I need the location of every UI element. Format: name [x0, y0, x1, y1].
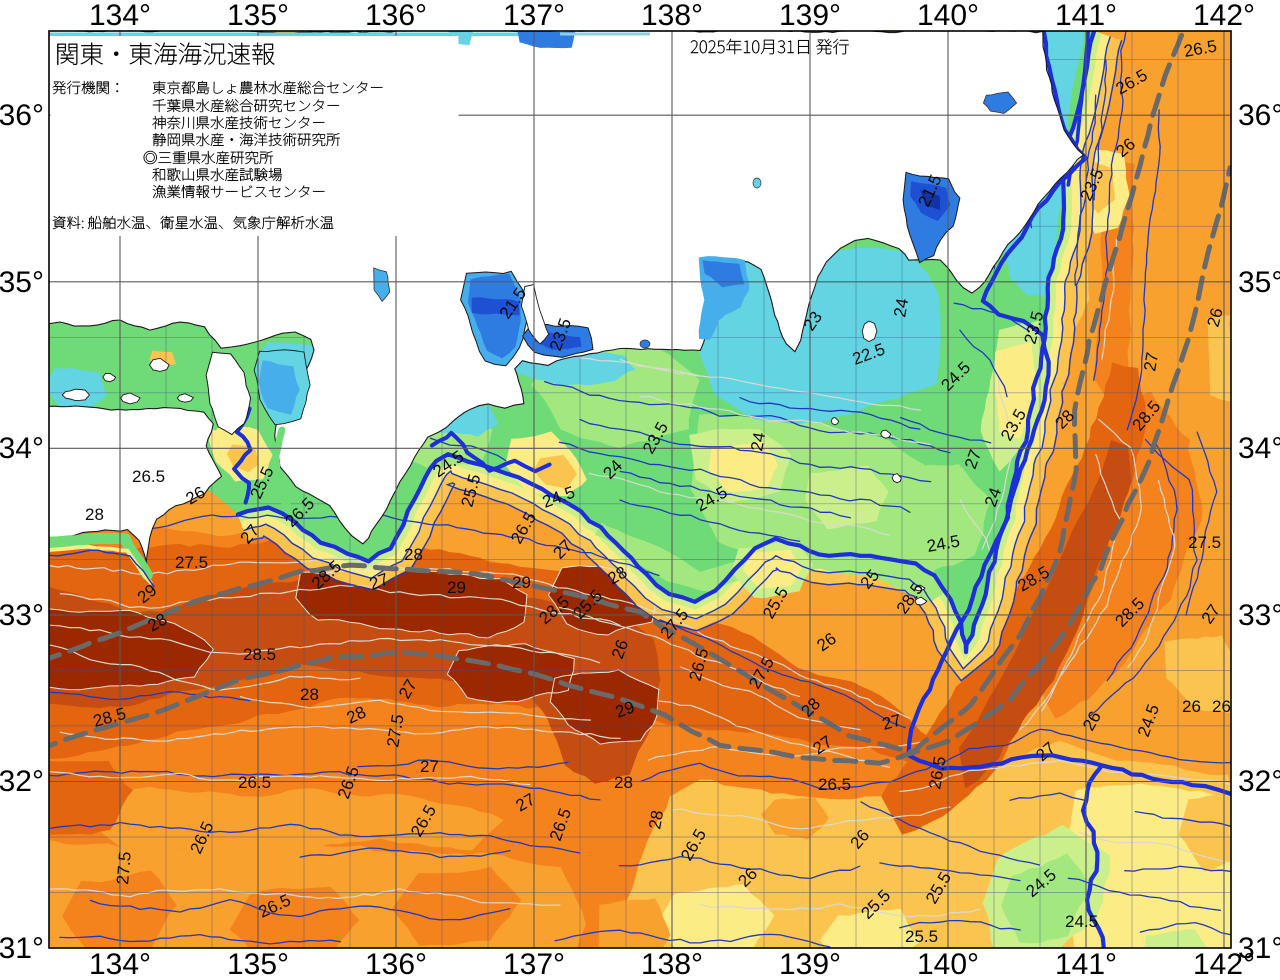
- svg-text:33°: 33°: [1238, 599, 1280, 632]
- svg-text:134°: 134°: [89, 948, 151, 980]
- svg-text:24.5: 24.5: [1065, 912, 1098, 931]
- svg-text:36°: 36°: [0, 99, 44, 132]
- svg-text:32°: 32°: [1238, 765, 1280, 798]
- svg-text:28: 28: [300, 685, 319, 704]
- svg-text:25.5: 25.5: [905, 927, 938, 946]
- svg-text:139°: 139°: [779, 0, 841, 32]
- svg-text:33°: 33°: [0, 599, 44, 632]
- svg-text:28: 28: [404, 545, 423, 564]
- svg-text:27.5: 27.5: [175, 553, 208, 572]
- svg-text:26.5: 26.5: [132, 467, 165, 486]
- svg-text:137°: 137°: [503, 948, 565, 980]
- svg-text:24: 24: [890, 297, 912, 319]
- svg-text:27: 27: [1140, 351, 1162, 373]
- svg-text:28: 28: [85, 505, 104, 524]
- svg-text:139°: 139°: [779, 948, 841, 980]
- svg-text:138°: 138°: [641, 0, 703, 32]
- svg-text:35°: 35°: [1238, 266, 1280, 299]
- svg-text:142°: 142°: [1193, 948, 1255, 980]
- svg-text:26: 26: [1182, 697, 1201, 716]
- svg-text:26: 26: [1204, 306, 1227, 329]
- svg-text:135°: 135°: [227, 0, 289, 32]
- svg-text:28: 28: [645, 809, 667, 831]
- svg-text:31°: 31°: [1238, 932, 1280, 965]
- svg-text:24: 24: [747, 431, 769, 453]
- svg-text:140°: 140°: [917, 0, 979, 32]
- svg-text:135°: 135°: [227, 948, 289, 980]
- svg-text:138°: 138°: [641, 948, 703, 980]
- svg-text:34°: 34°: [0, 432, 44, 465]
- svg-text:29: 29: [447, 578, 466, 597]
- svg-text:26.5: 26.5: [818, 775, 851, 794]
- svg-text:31°: 31°: [0, 932, 44, 965]
- svg-text:28.5: 28.5: [243, 645, 276, 664]
- svg-text:136°: 136°: [365, 0, 427, 32]
- svg-text:29: 29: [512, 573, 531, 592]
- svg-text:27: 27: [420, 757, 439, 776]
- svg-text:137°: 137°: [503, 0, 565, 32]
- svg-text:28: 28: [614, 773, 633, 792]
- svg-text:27: 27: [880, 711, 903, 734]
- svg-text:36°: 36°: [1238, 99, 1280, 132]
- svg-text:27.5: 27.5: [1188, 533, 1221, 552]
- svg-text:134°: 134°: [89, 0, 151, 32]
- svg-text:142°: 142°: [1193, 0, 1255, 32]
- svg-text:34°: 34°: [1238, 432, 1280, 465]
- svg-text:140°: 140°: [917, 948, 979, 980]
- svg-text:32°: 32°: [0, 765, 44, 798]
- svg-text:136°: 136°: [365, 948, 427, 980]
- svg-text:26: 26: [1212, 697, 1231, 716]
- svg-text:141°: 141°: [1055, 948, 1117, 980]
- svg-text:26.5: 26.5: [238, 773, 271, 792]
- svg-text:141°: 141°: [1055, 0, 1117, 32]
- svg-text:27.5: 27.5: [113, 851, 135, 886]
- svg-text:35°: 35°: [0, 266, 44, 299]
